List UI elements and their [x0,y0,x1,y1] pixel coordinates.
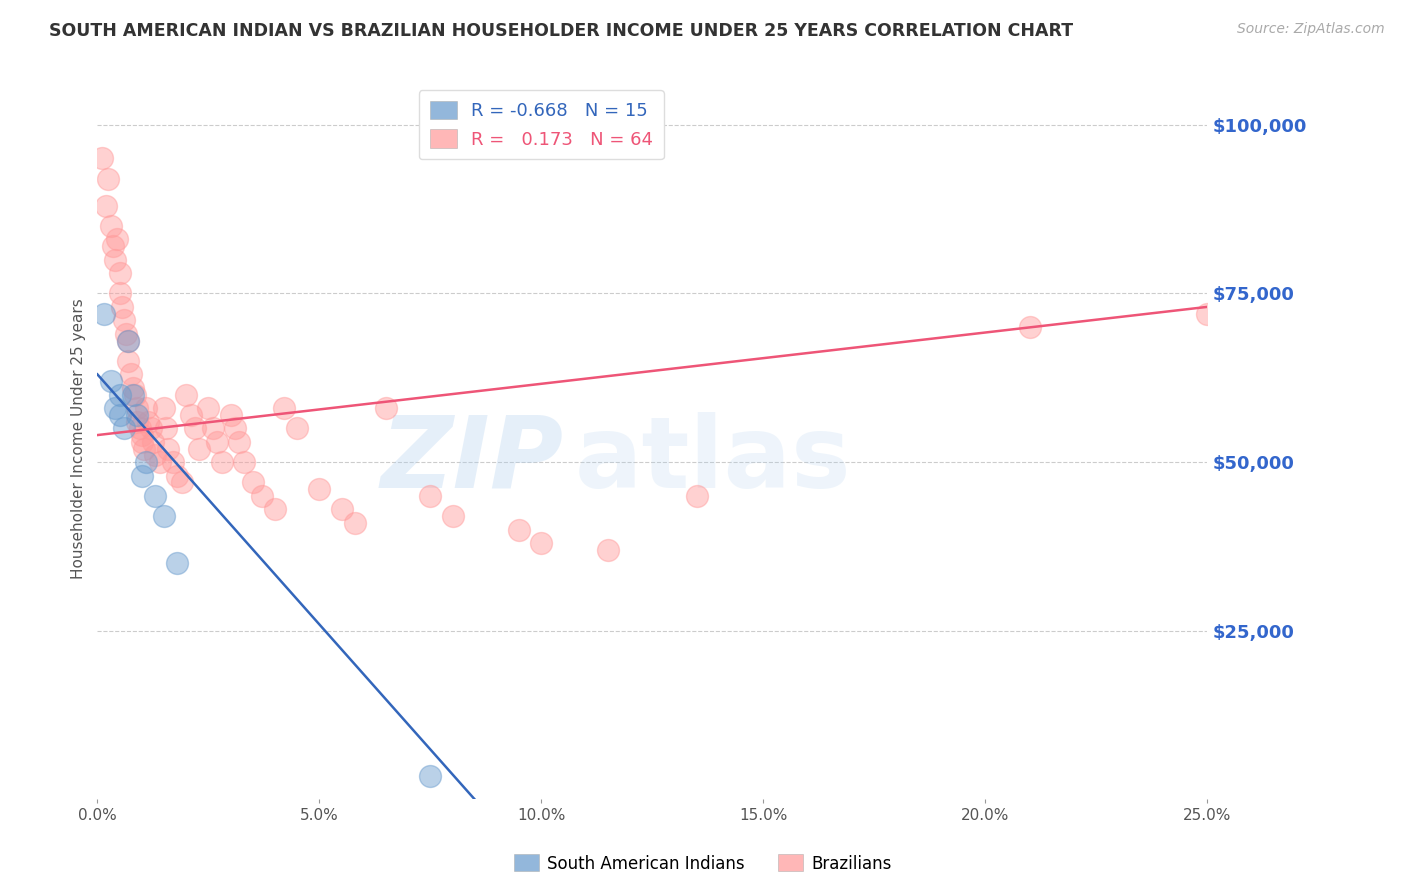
Point [115,326,138,341]
Point [308,482,330,496]
Point [122,387,145,401]
Point [117,334,139,348]
Point [108,266,131,280]
Point [132,442,155,456]
Point [131,468,153,483]
Point [273,401,295,415]
Point [197,401,219,415]
Point [135,401,157,415]
Point [97,171,120,186]
Point [228,434,250,449]
Point [170,475,193,490]
Point [117,354,139,368]
Point [148,455,170,469]
Point [174,387,197,401]
Point [166,468,188,483]
Point [138,415,160,429]
Point [180,408,202,422]
Point [153,401,176,415]
Point [100,374,122,388]
Point [93,307,115,321]
Point [128,421,150,435]
Point [108,387,131,401]
Point [264,502,287,516]
Point [127,408,149,422]
Point [120,368,142,382]
Point [104,252,127,267]
Point [131,428,153,442]
Point [596,542,619,557]
Point [127,415,149,429]
Point [1018,320,1040,334]
Legend: South American Indians, Brazilians: South American Indians, Brazilians [508,847,898,880]
Point [375,401,398,415]
Point [155,421,177,435]
Point [112,313,135,327]
Point [108,286,131,301]
Point [201,421,224,435]
Text: atlas: atlas [575,411,851,508]
Point [207,434,229,449]
Point [96,199,118,213]
Text: ZIP: ZIP [381,411,564,508]
Point [124,387,146,401]
Point [131,434,153,449]
Point [122,381,145,395]
Y-axis label: Householder Income Under 25 years: Householder Income Under 25 years [72,298,86,579]
Point [1197,307,1219,321]
Point [153,509,176,524]
Point [162,455,184,469]
Point [285,421,308,435]
Text: Source: ZipAtlas.com: Source: ZipAtlas.com [1237,22,1385,37]
Point [166,556,188,570]
Point [242,475,264,490]
Point [90,152,112,166]
Point [108,408,131,422]
Point [250,489,273,503]
Point [188,442,211,456]
Point [135,455,157,469]
Point [686,489,709,503]
Point [224,421,246,435]
Point [112,421,135,435]
Point [419,489,441,503]
Point [142,434,165,449]
Point [441,509,464,524]
Text: SOUTH AMERICAN INDIAN VS BRAZILIAN HOUSEHOLDER INCOME UNDER 25 YEARS CORRELATION: SOUTH AMERICAN INDIAN VS BRAZILIAN HOUSE… [49,22,1073,40]
Point [157,442,180,456]
Point [508,523,530,537]
Point [139,421,162,435]
Point [330,502,353,516]
Point [104,401,127,415]
Point [184,421,207,435]
Point [100,219,122,233]
Point [343,516,366,530]
Point [117,334,139,348]
Point [143,489,166,503]
Point [219,408,242,422]
Point [419,769,441,783]
Point [143,448,166,462]
Point [211,455,233,469]
Point [127,401,149,415]
Point [232,455,254,469]
Point [111,300,134,314]
Legend: R = -0.668   N = 15, R =   0.173   N = 64: R = -0.668 N = 15, R = 0.173 N = 64 [419,90,664,160]
Point [101,239,124,253]
Point [105,232,128,246]
Point [530,536,553,550]
